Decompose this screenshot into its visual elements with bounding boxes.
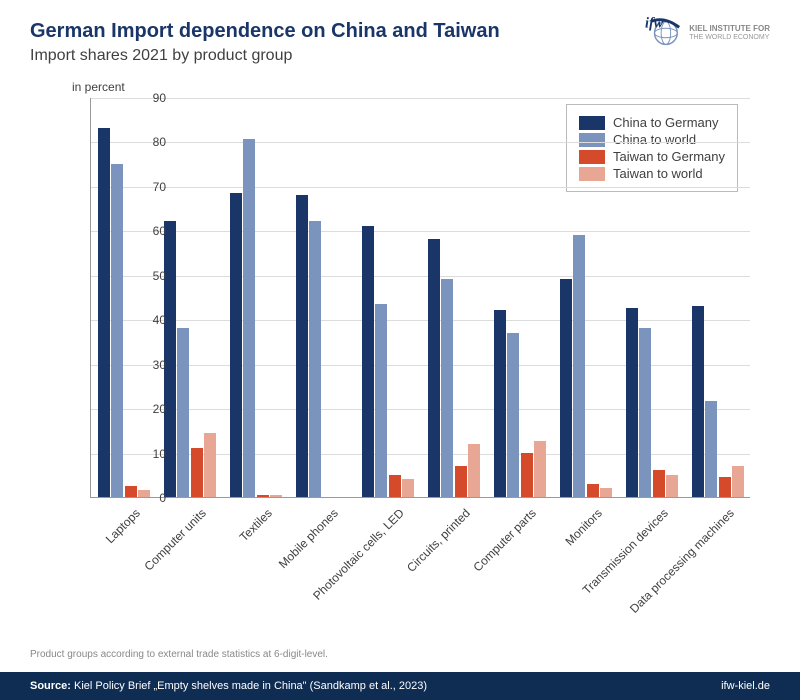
xtick-label: Photovoltaic cells, LED	[291, 506, 407, 622]
logo-tagline-2: THE WORLD ECONOMY	[689, 34, 770, 42]
ytick-label: 30	[136, 358, 166, 372]
bar	[507, 333, 519, 497]
legend-item: China to Germany	[579, 115, 725, 130]
xtick-label: Transmission devices	[555, 506, 671, 622]
brand-logo: ifw KIEL INSTITUTE FOR THE WORLD ECONOMY	[645, 14, 770, 52]
ytick-label: 20	[136, 402, 166, 416]
grid-line	[91, 187, 750, 188]
legend-item: China to world	[579, 132, 725, 147]
bar	[521, 453, 533, 497]
bar	[296, 195, 308, 497]
source-text: Source: Kiel Policy Brief „Empty shelves…	[30, 680, 427, 692]
legend-label: Taiwan to Germany	[613, 149, 725, 164]
bar	[402, 479, 414, 497]
bar	[191, 448, 203, 497]
bar	[243, 139, 255, 497]
legend: China to Germany China to world Taiwan to …	[566, 104, 738, 192]
ytick-label: 40	[136, 313, 166, 327]
xtick-label: Textiles	[159, 506, 275, 622]
bar	[587, 484, 599, 497]
svg-text:ifw: ifw	[645, 15, 664, 31]
bar	[375, 304, 387, 497]
bar	[270, 495, 282, 497]
ytick-label: 0	[136, 491, 166, 505]
xtick-label: Computer parts	[423, 506, 539, 622]
footnote: Product groups according to external tra…	[30, 649, 328, 660]
bar	[362, 226, 374, 497]
legend-label: China to world	[613, 132, 696, 147]
bar	[309, 221, 321, 497]
bar	[560, 279, 572, 497]
bar	[441, 279, 453, 497]
bar	[626, 308, 638, 497]
legend-swatch	[579, 150, 605, 164]
xtick-label: Data processing machines	[621, 506, 737, 622]
legend-item: Taiwan to Germany	[579, 149, 725, 164]
legend-swatch	[579, 167, 605, 181]
xtick-label: Monitors	[489, 506, 605, 622]
bar	[125, 486, 137, 497]
bar	[534, 441, 546, 497]
grid-line	[91, 320, 750, 321]
legend-swatch	[579, 116, 605, 130]
xtick-label: Circuits, printed	[357, 506, 473, 622]
chart-area: in percent China to Germany China to worl…	[30, 80, 770, 610]
bar	[428, 239, 440, 497]
ytick-label: 70	[136, 180, 166, 194]
ytick-label: 10	[136, 447, 166, 461]
bar	[719, 477, 731, 497]
bar	[573, 235, 585, 497]
grid-line	[91, 276, 750, 277]
bar	[732, 466, 744, 497]
yaxis-title: in percent	[72, 80, 125, 94]
bar	[455, 466, 467, 497]
ytick-label: 80	[136, 135, 166, 149]
bar	[600, 488, 612, 497]
legend-label: China to Germany	[613, 115, 719, 130]
grid-line	[91, 98, 750, 99]
footer-bar: Source: Kiel Policy Brief „Empty shelves…	[0, 672, 800, 700]
plot-region: China to Germany China to world Taiwan to …	[90, 98, 750, 498]
bar	[98, 128, 110, 497]
ytick-label: 90	[136, 91, 166, 105]
bar	[666, 475, 678, 497]
bar	[177, 328, 189, 497]
grid-line	[91, 231, 750, 232]
xtick-label: Computer units	[93, 506, 209, 622]
bar	[204, 433, 216, 497]
logo-tagline-1: KIEL INSTITUTE FOR	[689, 25, 770, 34]
legend-swatch	[579, 133, 605, 147]
site-link[interactable]: ifw-kiel.de	[721, 680, 770, 692]
bar	[468, 444, 480, 497]
xtick-label: Laptops	[27, 506, 143, 622]
bar	[111, 164, 123, 497]
bar	[705, 401, 717, 497]
bar	[639, 328, 651, 497]
ytick-label: 60	[136, 224, 166, 238]
legend-label: Taiwan to world	[613, 166, 703, 181]
ytick-label: 50	[136, 269, 166, 283]
grid-line	[91, 142, 750, 143]
bar	[692, 306, 704, 497]
bar	[653, 470, 665, 497]
globe-icon: ifw	[645, 14, 683, 52]
bar	[230, 193, 242, 497]
bar	[494, 310, 506, 497]
bar	[257, 495, 269, 497]
xtick-label: Mobile phones	[225, 506, 341, 622]
bar	[389, 475, 401, 497]
legend-item: Taiwan to world	[579, 166, 725, 181]
